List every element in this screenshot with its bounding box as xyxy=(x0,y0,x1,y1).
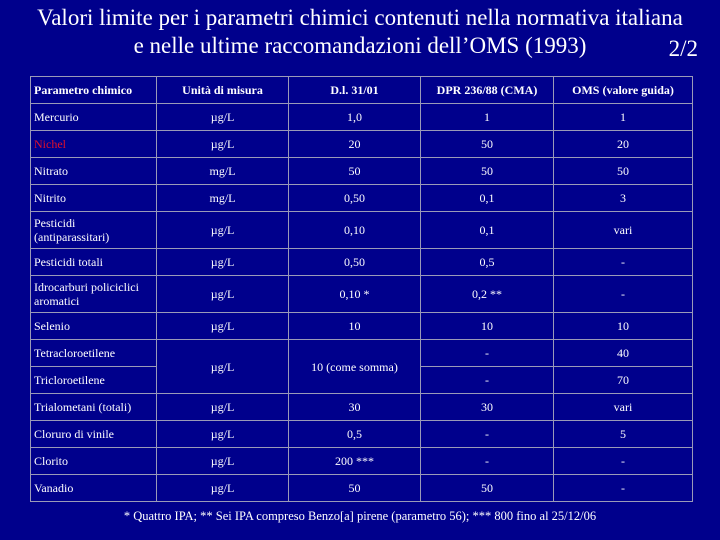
cell-oms: 20 xyxy=(553,130,693,158)
cell-dpr: 10 xyxy=(420,312,554,340)
cell-unit: µg/L xyxy=(156,420,289,448)
cell-dl-merged: 10 (come somma) xyxy=(288,339,421,394)
cell-oms: 3 xyxy=(553,184,693,212)
table-row: Clorito µg/L 200 *** - - xyxy=(30,447,693,475)
table-header-row: Parametro chimico Unità di misura D.l. 3… xyxy=(30,76,693,104)
cell-dl: 0,5 xyxy=(288,420,421,448)
cell-name: Pesticidi (antiparassitari) xyxy=(30,211,157,249)
cell-oms: 40 xyxy=(553,339,693,367)
cell-dpr: - xyxy=(420,366,554,394)
cell-unit: µg/L xyxy=(156,275,289,313)
cell-name: Nitrito xyxy=(30,184,157,212)
slide-title: Valori limite per i parametri chimici co… xyxy=(0,4,720,61)
cell-unit: mg/L xyxy=(156,157,289,185)
cell-oms: 10 xyxy=(553,312,693,340)
header-parametro: Parametro chimico xyxy=(30,76,157,104)
cell-name: Vanadio xyxy=(30,474,157,502)
table-row: Idrocarburi policiclici aromatici µg/L 0… xyxy=(30,275,693,313)
limits-table: Parametro chimico Unità di misura D.l. 3… xyxy=(30,76,693,502)
table-row: Nitrito mg/L 0,50 0,1 3 xyxy=(30,184,693,212)
cell-oms: - xyxy=(553,248,693,276)
cell-unit: mg/L xyxy=(156,184,289,212)
cell-dl: 50 xyxy=(288,157,421,185)
cell-oms: - xyxy=(553,447,693,475)
cell-oms: vari xyxy=(553,393,693,421)
table-row: Pesticidi (antiparassitari) µg/L 0,10 0,… xyxy=(30,211,693,249)
cell-dl: 0,10 xyxy=(288,211,421,249)
table-row: Pesticidi totali µg/L 0,50 0,5 - xyxy=(30,248,693,276)
header-oms: OMS (valore guida) xyxy=(553,76,693,104)
footnote: * Quattro IPA; ** Sei IPA compreso Benzo… xyxy=(123,509,597,523)
cell-oms: vari xyxy=(553,211,693,249)
cell-dpr: - xyxy=(420,420,554,448)
cell-dl: 0,50 xyxy=(288,248,421,276)
title-line-2-text: e nelle ultime raccomandazioni dell’OMS … xyxy=(133,33,587,58)
cell-unit: µg/L xyxy=(156,211,289,249)
cell-dl: 200 *** xyxy=(288,447,421,475)
page-number: 2/2 xyxy=(668,36,698,61)
header-dl: D.l. 31/01 xyxy=(288,76,421,104)
cell-dpr: - xyxy=(420,339,554,367)
cell-name: Idrocarburi policiclici aromatici xyxy=(30,275,157,313)
cell-name-highlighted: Nichel xyxy=(30,130,157,158)
cell-unit: µg/L xyxy=(156,474,289,502)
cell-unit: µg/L xyxy=(156,312,289,340)
cell-name: Selenio xyxy=(30,312,157,340)
cell-dpr: 0,5 xyxy=(420,248,554,276)
cell-name: Pesticidi totali xyxy=(30,248,157,276)
cell-name: Nitrato xyxy=(30,157,157,185)
cell-name: Tetracloroetilene xyxy=(30,339,157,367)
cell-dpr: - xyxy=(420,447,554,475)
header-dpr: DPR 236/88 (CMA) xyxy=(420,76,554,104)
title-line-2: e nelle ultime raccomandazioni dell’OMS … xyxy=(0,32,720,61)
table-row: Selenio µg/L 10 10 10 xyxy=(30,312,693,340)
cell-oms: 70 xyxy=(553,366,693,394)
cell-dl: 0,50 xyxy=(288,184,421,212)
cell-oms: - xyxy=(553,474,693,502)
cell-unit-merged: µg/L xyxy=(156,339,289,394)
cell-dl: 50 xyxy=(288,474,421,502)
cell-dpr: 30 xyxy=(420,393,554,421)
cell-unit: µg/L xyxy=(156,447,289,475)
cell-dpr: 0,1 xyxy=(420,211,554,249)
table-row-merged-top: Tetracloroetilene µg/L 10 (come somma) -… xyxy=(30,339,693,394)
cell-dpr: 0,1 xyxy=(420,184,554,212)
cell-dpr: 0,2 ** xyxy=(420,275,554,313)
cell-unit: µg/L xyxy=(156,393,289,421)
table-row: Cloruro di vinile µg/L 0,5 - 5 xyxy=(30,420,693,448)
cell-dpr: 50 xyxy=(420,474,554,502)
cell-dpr: 50 xyxy=(420,157,554,185)
cell-dpr: 50 xyxy=(420,130,554,158)
cell-name: Mercurio xyxy=(30,103,157,131)
table-row: Mercurio µg/L 1,0 1 1 xyxy=(30,103,693,131)
cell-oms: - xyxy=(553,275,693,313)
cell-name: Clorito xyxy=(30,447,157,475)
header-unita: Unità di misura xyxy=(156,76,289,104)
table-row-merged-bottom: Tricloroetilene - 70 xyxy=(30,366,693,394)
table-row: Vanadio µg/L 50 50 - xyxy=(30,474,693,502)
cell-name: Cloruro di vinile xyxy=(30,420,157,448)
cell-oms: 5 xyxy=(553,420,693,448)
cell-name: Trialometani (totali) xyxy=(30,393,157,421)
cell-dl: 30 xyxy=(288,393,421,421)
cell-unit: µg/L xyxy=(156,130,289,158)
cell-dpr: 1 xyxy=(420,103,554,131)
cell-unit: µg/L xyxy=(156,103,289,131)
cell-dl: 1,0 xyxy=(288,103,421,131)
table-row: Nichel µg/L 20 50 20 xyxy=(30,130,693,158)
cell-dl: 10 xyxy=(288,312,421,340)
cell-oms: 1 xyxy=(553,103,693,131)
cell-name: Tricloroetilene xyxy=(30,366,157,394)
cell-unit: µg/L xyxy=(156,248,289,276)
table-row: Trialometani (totali) µg/L 30 30 vari xyxy=(30,393,693,421)
cell-oms: 50 xyxy=(553,157,693,185)
cell-dl: 20 xyxy=(288,130,421,158)
table-row: Nitrato mg/L 50 50 50 xyxy=(30,157,693,185)
title-line-1: Valori limite per i parametri chimici co… xyxy=(37,5,683,30)
cell-dl: 0,10 * xyxy=(288,275,421,313)
